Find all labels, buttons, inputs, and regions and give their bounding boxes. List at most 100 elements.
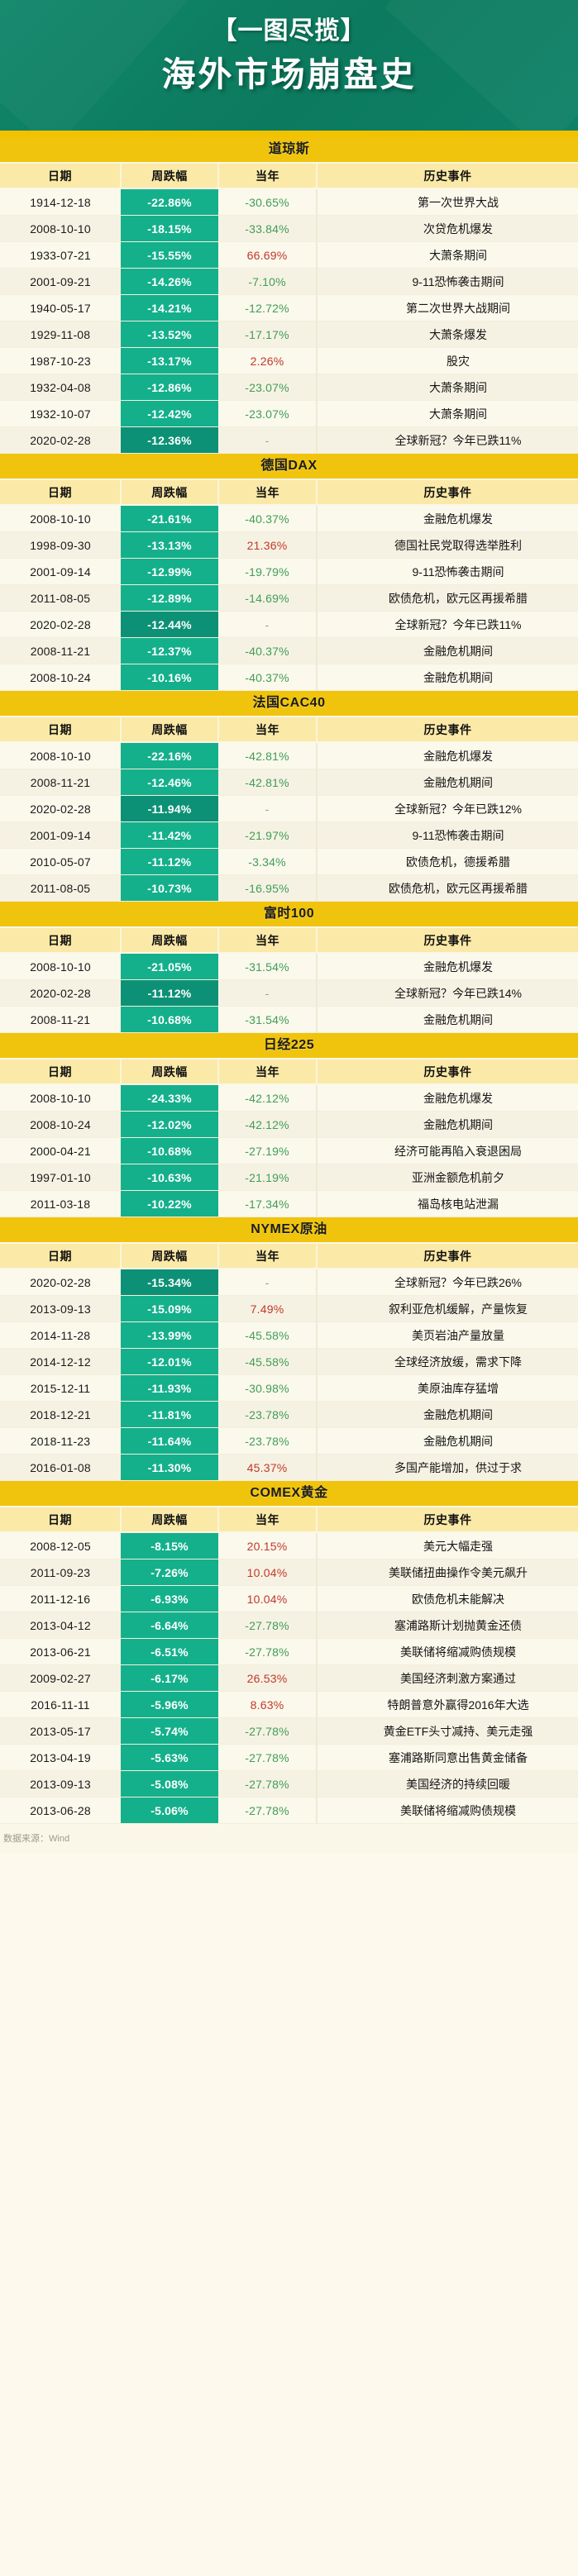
- cell-annual-change: -42.12%: [218, 1111, 317, 1138]
- cell-weekly-drop: -21.05%: [121, 953, 218, 980]
- crash-table: 日期 周跌幅 当年 历史事件 2020-02-28 -15.34% - 全球新冠？今年已跌26…: [0, 1244, 578, 1481]
- cell-weekly-drop: -13.52%: [121, 321, 218, 348]
- cell-date: 2013-04-12: [0, 1612, 121, 1639]
- cell-historical-event: 金融危机期间: [316, 1111, 578, 1138]
- cell-date: 2001-09-14: [0, 821, 121, 849]
- cell-date: 2013-09-13: [0, 1295, 121, 1322]
- cell-annual-change: -21.19%: [218, 1164, 317, 1191]
- cell-annual-change: -40.37%: [218, 505, 317, 532]
- table-row: 2013-05-17 -5.74% -27.78% 黄金ETF头寸减持、美元走强: [0, 1717, 578, 1745]
- market-section: 道琼斯 日期 周跌幅 当年 历史事件 1914-12-18 -22.86% -30.65% 第一…: [0, 137, 578, 454]
- cell-historical-event: 金融危机爆发: [316, 505, 578, 532]
- table-row: 2020-02-28 -11.12% - 全球新冠？今年已跌14%: [0, 979, 578, 1007]
- cell-annual-change: -14.69%: [218, 584, 317, 612]
- cell-date: 2001-09-14: [0, 558, 121, 585]
- cell-historical-event: 全球经济放缓，需求下降: [316, 1348, 578, 1375]
- cell-historical-event: 全球新冠？今年已跌26%: [316, 1269, 578, 1296]
- cell-date: 2020-02-28: [0, 426, 121, 454]
- cell-annual-change: -: [218, 1269, 317, 1296]
- crash-table: 日期 周跌幅 当年 历史事件 2008-10-10 -24.33% -42.12% 金融危机爆…: [0, 1059, 578, 1217]
- cell-historical-event: 股灾: [316, 347, 578, 374]
- table-row: 1932-04-08 -12.86% -23.07% 大萧条期间: [0, 374, 578, 401]
- column-header-date: 日期: [0, 928, 122, 954]
- cell-date: 2011-03-18: [0, 1190, 121, 1217]
- cell-weekly-drop: -21.61%: [121, 505, 218, 532]
- cell-weekly-drop: -11.30%: [121, 1454, 218, 1481]
- cell-weekly-drop: -11.12%: [121, 848, 218, 875]
- table-row: 2008-10-24 -10.16% -40.37% 金融危机期间: [0, 664, 578, 691]
- cell-historical-event: 美联储将缩减购债规模: [316, 1638, 578, 1665]
- table-header-row: 日期 周跌幅 当年 历史事件: [0, 1059, 578, 1085]
- cell-historical-event: 亚洲金额危机前夕: [316, 1164, 578, 1191]
- cell-date: 2013-05-17: [0, 1717, 121, 1745]
- cell-weekly-drop: -12.36%: [121, 426, 218, 454]
- cell-annual-change: -23.07%: [218, 400, 317, 427]
- cell-historical-event: 大萧条期间: [316, 241, 578, 269]
- cell-annual-change: -27.19%: [218, 1137, 317, 1164]
- section-title: 日经225: [0, 1033, 578, 1059]
- table-row: 2001-09-21 -14.26% -7.10% 9-11恐怖袭击期间: [0, 268, 578, 295]
- cell-annual-change: -40.37%: [218, 664, 317, 691]
- market-section: 法国CAC40 日期 周跌幅 当年 历史事件 2008-10-10 -22.16% -42.8…: [0, 691, 578, 902]
- cell-weekly-drop: -10.68%: [121, 1137, 218, 1164]
- cell-date: 1940-05-17: [0, 294, 121, 321]
- cell-weekly-drop: -5.63%: [121, 1744, 218, 1771]
- table-row: 1998-09-30 -13.13% 21.36% 德国社民党取得选举胜利: [0, 531, 578, 559]
- cell-weekly-drop: -11.64%: [121, 1427, 218, 1455]
- cell-historical-event: 欧债危机，德援希腊: [316, 848, 578, 875]
- cell-historical-event: 第一次世界大战: [316, 188, 578, 216]
- cell-historical-event: 欧债危机未能解决: [316, 1585, 578, 1612]
- cell-historical-event: 金融危机期间: [316, 637, 578, 664]
- table-header-row: 日期 周跌幅 当年 历史事件: [0, 480, 578, 506]
- cell-annual-change: -7.10%: [218, 268, 317, 295]
- table-row: 2011-08-05 -12.89% -14.69% 欧债危机，欧元区再援希腊: [0, 584, 578, 612]
- cell-historical-event: 金融危机爆发: [316, 742, 578, 769]
- cell-historical-event: 9-11恐怖袭击期间: [316, 268, 578, 295]
- cell-historical-event: 经济可能再陷入衰退困局: [316, 1137, 578, 1164]
- section-title: NYMEX原油: [0, 1217, 578, 1244]
- cell-date: 2008-10-24: [0, 1111, 121, 1138]
- table-row: 2018-12-21 -11.81% -23.78% 金融危机期间: [0, 1401, 578, 1428]
- table-row: 2018-11-23 -11.64% -23.78% 金融危机期间: [0, 1427, 578, 1455]
- table-header-row: 日期 周跌幅 当年 历史事件: [0, 1507, 578, 1533]
- cell-historical-event: 9-11恐怖袭击期间: [316, 821, 578, 849]
- cell-date: 2013-06-21: [0, 1638, 121, 1665]
- cell-weekly-drop: -5.96%: [121, 1691, 218, 1718]
- cell-date: 2013-09-13: [0, 1770, 121, 1797]
- cell-annual-change: 21.36%: [218, 531, 317, 559]
- cell-historical-event: 全球新冠？今年已跌11%: [316, 611, 578, 638]
- table-row: 1933-07-21 -15.55% 66.69% 大萧条期间: [0, 241, 578, 269]
- section-title: 富时100: [0, 902, 578, 928]
- market-section: 日经225 日期 周跌幅 当年 历史事件 2008-10-10 -24.33% -42.12%…: [0, 1033, 578, 1217]
- column-header-date: 日期: [0, 480, 122, 506]
- cell-annual-change: -33.84%: [218, 215, 317, 242]
- cell-annual-change: 2.26%: [218, 347, 317, 374]
- cell-annual-change: 10.04%: [218, 1585, 317, 1612]
- cell-date: 2020-02-28: [0, 611, 121, 638]
- cell-historical-event: 欧债危机，欧元区再援希腊: [316, 584, 578, 612]
- table-row: 2014-11-28 -13.99% -45.58% 美页岩油产量放量: [0, 1321, 578, 1349]
- section-title: COMEX黄金: [0, 1481, 578, 1507]
- cell-date: 2008-10-10: [0, 505, 121, 532]
- cell-annual-change: -12.72%: [218, 294, 317, 321]
- table-row: 2001-09-14 -11.42% -21.97% 9-11恐怖袭击期间: [0, 821, 578, 849]
- table-row: 1929-11-08 -13.52% -17.17% 大萧条爆发: [0, 321, 578, 348]
- cell-weekly-drop: -10.68%: [121, 1006, 218, 1033]
- cell-annual-change: 20.15%: [218, 1532, 317, 1559]
- cell-historical-event: 美联储将缩减购债规模: [316, 1797, 578, 1824]
- cell-date: 1929-11-08: [0, 321, 121, 348]
- cell-annual-change: 26.53%: [218, 1664, 317, 1692]
- cell-date: 1997-01-10: [0, 1164, 121, 1191]
- cell-date: 2011-12-16: [0, 1585, 121, 1612]
- cell-date: 2013-04-19: [0, 1744, 121, 1771]
- table-row: 2013-04-12 -6.64% -27.78% 塞浦路斯计划抛黄金还债: [0, 1612, 578, 1639]
- cell-historical-event: 多国产能增加，供过于求: [316, 1454, 578, 1481]
- cell-annual-change: -27.78%: [218, 1717, 317, 1745]
- table-row: 2008-10-10 -24.33% -42.12% 金融危机爆发: [0, 1084, 578, 1112]
- cell-weekly-drop: -10.22%: [121, 1190, 218, 1217]
- cell-date: 2020-02-28: [0, 979, 121, 1007]
- column-header-year: 当年: [218, 480, 318, 506]
- cell-weekly-drop: -15.09%: [121, 1295, 218, 1322]
- table-row: 2008-10-24 -12.02% -42.12% 金融危机期间: [0, 1111, 578, 1138]
- cell-annual-change: -42.81%: [218, 742, 317, 769]
